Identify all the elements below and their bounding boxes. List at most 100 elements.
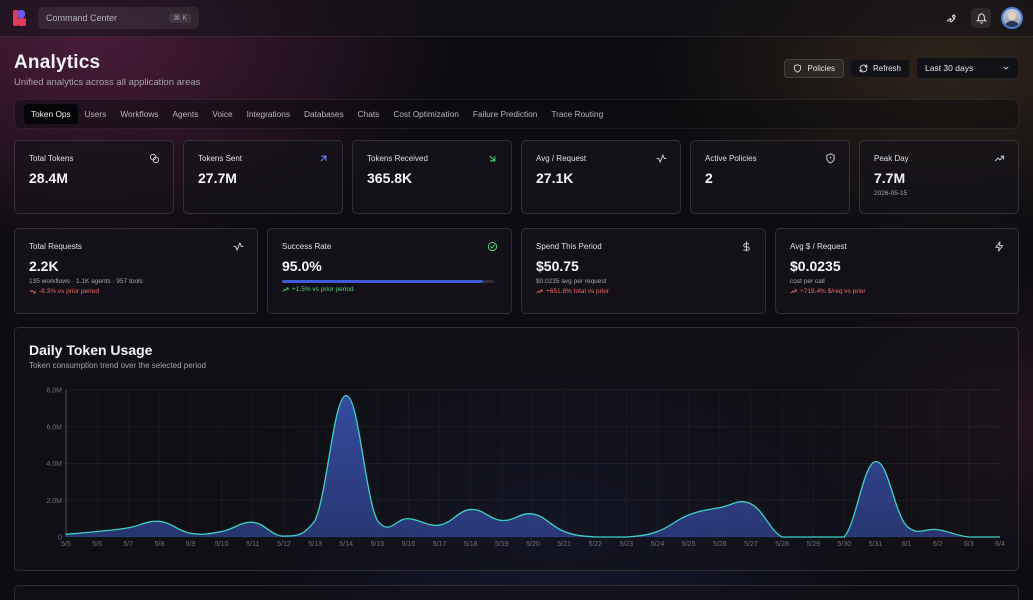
activity-icon [656, 154, 667, 163]
stat-trend: +651.8% total vs prior [536, 288, 751, 295]
y-tick-label: 4.0M [46, 461, 62, 468]
command-center-search[interactable]: Command Center ⌘ K [38, 7, 199, 29]
stat-label: Tokens Sent [198, 154, 243, 163]
stat-label: Spend This Period [536, 242, 602, 251]
policies-button[interactable]: Policies [784, 58, 844, 78]
stat-label: Total Requests [29, 242, 82, 251]
tab-failure-prediction[interactable]: Failure Prediction [472, 109, 538, 119]
refresh-label: Refresh [872, 63, 901, 73]
stat-value: 2.2K [29, 258, 59, 274]
next-section-card [14, 585, 1019, 600]
x-tick-label: 5/9 [186, 541, 196, 548]
tab-voice[interactable]: Voice [212, 109, 233, 119]
y-tick-label: 0 [58, 535, 62, 542]
stat-trend-text: +1.5% vs prior period [292, 286, 354, 293]
bell-icon[interactable] [971, 8, 991, 28]
stat-label: Tokens Received [367, 154, 428, 163]
trending-up-icon [790, 289, 797, 294]
x-tick-label: 5/31 [869, 541, 883, 548]
stat-label: Avg $ / Request [790, 242, 847, 251]
x-tick-label: 5/11 [246, 541, 259, 548]
token-usage-chart: 0 2.0M 4.0M 6.0M 8.0M 5/5 5/6 5/7 5/8 5/9 5/10 5/11… [46, 388, 1005, 549]
wrench-icon[interactable] [941, 8, 961, 28]
shield-icon [794, 63, 802, 73]
chart-title: Daily Token Usage [29, 342, 153, 358]
x-tick-label: 5/15 [371, 541, 385, 548]
x-tick-label: 5/5 [61, 541, 71, 548]
dollar-icon [743, 241, 750, 252]
trending-down-icon [29, 289, 36, 294]
shortcut-badge: ⌘ K [169, 13, 191, 23]
tab-users[interactable]: Users [84, 109, 107, 119]
stat-trend: +719.4% $/req vs prior [790, 288, 1004, 295]
stat-card-success-rate: Success Rate 95.0% +1.5% vs prior period [267, 228, 512, 314]
stat-value: 95.0% [282, 258, 322, 274]
x-tick-label: 5/14 [339, 541, 353, 548]
stat-value: $0.0235 [790, 258, 841, 274]
stat-label: Avg / Request [536, 154, 587, 163]
trending-up-icon [282, 287, 289, 292]
x-tick-label: 5/27 [744, 541, 758, 548]
x-tick-label: 5/17 [433, 541, 447, 548]
stat-card-tokens-received: Tokens Received 365.8K [352, 140, 512, 214]
tab-agents[interactable]: Agents [172, 109, 199, 119]
stat-trend-text: +651.8% total vs prior [546, 288, 610, 295]
tab-token-ops[interactable]: Token Ops [24, 104, 78, 124]
top-right-controls [941, 7, 1023, 29]
x-tick-label: 5/22 [588, 541, 602, 548]
x-tick-label: 5/12 [277, 541, 291, 548]
tab-databases[interactable]: Databases [303, 109, 344, 119]
page-subtitle: Unified analytics across all application… [14, 77, 201, 88]
tab-trace-routing[interactable]: Trace Routing [551, 109, 604, 119]
top-bar: Command Center ⌘ K [0, 0, 1033, 37]
success-progress-fill [282, 280, 484, 283]
chevron-down-icon [1003, 66, 1009, 70]
stat-card-tokens-sent: Tokens Sent 27.7M [183, 140, 343, 214]
x-tick-label: 6/2 [933, 541, 943, 548]
activity-icon [233, 242, 244, 251]
zap-icon [995, 241, 1004, 252]
analytics-tabs: Token Ops Users Workflows Agents Voice I… [14, 99, 1019, 129]
stat-subtext: 135 workflows · 1.1K agents · 957 tools [29, 278, 143, 285]
x-tick-label: 5/28 [775, 541, 789, 548]
stat-card-spend: Spend This Period $50.75 $0.0235 avg per… [521, 228, 766, 314]
stat-card-total-tokens: Total Tokens 28.4M [14, 140, 174, 214]
x-tick-label: 6/4 [995, 541, 1005, 548]
x-tick-label: 5/16 [402, 541, 416, 548]
x-tick-label: 5/18 [464, 541, 478, 548]
refresh-button[interactable]: Refresh [849, 58, 910, 78]
stat-label: Total Tokens [29, 154, 74, 163]
tab-workflows[interactable]: Workflows [120, 109, 159, 119]
stat-trend-text: +719.4% $/req vs prior [800, 288, 866, 295]
stat-card-peak-day: Peak Day 7.7M 2026-05-15 [859, 140, 1019, 214]
tab-cost-optimization[interactable]: Cost Optimization [393, 109, 459, 119]
x-tick-label: 5/20 [526, 541, 540, 548]
x-tick-label: 5/30 [838, 541, 852, 548]
x-tick-label: 5/23 [620, 541, 634, 548]
period-select[interactable]: Last 30 days [916, 57, 1019, 79]
success-progress-bar [282, 280, 494, 283]
x-tick-label: 5/24 [651, 541, 665, 548]
tab-chats[interactable]: Chats [357, 109, 380, 119]
area-fill [66, 395, 1000, 537]
header-actions: Policies Refresh Last 30 days [784, 57, 1019, 79]
stat-trend: +1.5% vs prior period [282, 286, 497, 293]
stat-card-avg-cost: Avg $ / Request $0.0235 cost per call +7… [775, 228, 1019, 314]
chart-subtitle: Token consumption trend over the selecte… [29, 361, 206, 370]
user-avatar[interactable] [1001, 7, 1023, 29]
stat-label: Active Policies [705, 154, 757, 163]
stat-value: 365.8K [367, 170, 413, 186]
x-tick-label: 6/3 [964, 541, 974, 548]
tab-integrations[interactable]: Integrations [246, 109, 290, 119]
stat-subtext: 2026-05-15 [874, 190, 908, 197]
app-logo[interactable] [12, 9, 28, 27]
stat-value: 27.1K [536, 170, 574, 186]
trending-up-icon [994, 155, 1005, 162]
stat-card-avg-request: Avg / Request 27.1K [521, 140, 681, 214]
check-circle-icon [487, 241, 498, 252]
x-tick-label: 5/29 [806, 541, 820, 548]
period-value: Last 30 days [925, 63, 974, 73]
stat-value: 7.7M [874, 170, 906, 186]
x-tick-label: 5/26 [713, 541, 727, 548]
